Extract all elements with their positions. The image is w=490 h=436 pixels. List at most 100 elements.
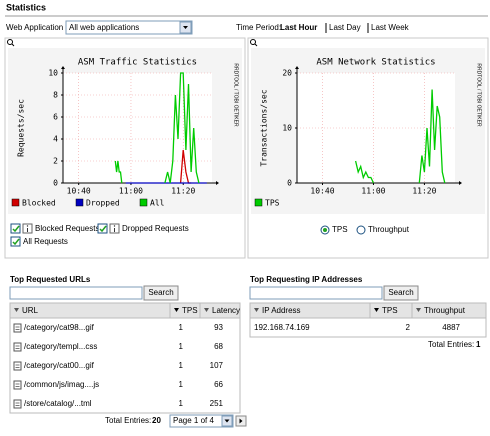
cell-number: 1 (179, 399, 184, 408)
period-link[interactable]: Last Week (371, 23, 410, 32)
legend-swatch (11, 198, 20, 207)
search-button-label[interactable]: Search (148, 288, 173, 297)
y-tick-label: 10 (48, 69, 58, 78)
series-line (114, 72, 200, 184)
radio-dot (323, 228, 327, 232)
table-title: Top Requesting IP Addresses (250, 275, 363, 284)
pager-select[interactable] (169, 414, 234, 428)
period-link[interactable]: Last Day (329, 23, 361, 32)
search-button[interactable] (383, 285, 419, 301)
row-icon (13, 380, 22, 390)
check-mark (12, 225, 20, 233)
checkbox-label[interactable]: All Requests (23, 237, 68, 246)
cell-text[interactable]: /category/cat00...gif (24, 361, 95, 370)
legend-swatch (139, 198, 148, 207)
column-header[interactable]: TPS (182, 306, 198, 315)
cell-number: 68 (214, 342, 223, 351)
radio-label[interactable]: Throughput (368, 225, 410, 234)
y-tick-label: 20 (282, 69, 292, 78)
watermark: RRDTOOL / TOBI OETIKER (233, 63, 239, 127)
sort-arrow (14, 308, 19, 312)
cell-number: 2 (406, 323, 411, 332)
checkbox-label[interactable]: Blocked Requests (35, 224, 99, 233)
table-header (249, 302, 487, 319)
cell-number: 93 (214, 323, 223, 332)
column-header[interactable]: URL (22, 306, 39, 315)
column-header[interactable]: TPS (382, 306, 398, 315)
column-header[interactable]: Latency (212, 306, 240, 315)
cell-number: 1 (179, 361, 184, 370)
sort-arrow (254, 308, 259, 312)
legend-label: All (150, 199, 165, 208)
cell-text: 192.168.74.169 (254, 323, 310, 332)
cell-number: 1 (179, 323, 184, 332)
sort-arrow (204, 308, 209, 312)
radio-label[interactable]: TPS (332, 225, 348, 234)
total-label: Total Entries: (428, 340, 474, 349)
y-tick-label: 2 (53, 157, 58, 166)
y-axis-label: Transactions/sec (260, 89, 269, 166)
pager-value[interactable]: Page 1 of 4 (173, 416, 214, 425)
column-header[interactable]: Throughput (424, 306, 466, 315)
arrow-icon (239, 418, 243, 424)
page-title: Statistics (6, 2, 46, 12)
y-tick-label: 0 (287, 179, 292, 188)
total-value: 1 (476, 340, 481, 349)
row-icon (13, 361, 22, 371)
y-tick-label: 8 (53, 91, 58, 100)
legend-swatch (75, 198, 84, 207)
checkbox[interactable] (97, 223, 108, 234)
watermark: RRDTOOL / TOBI OETIKER (476, 63, 482, 127)
table-title: Top Requested URLs (10, 275, 91, 284)
sort-arrow (374, 308, 379, 312)
info-dot (26, 225, 29, 227)
legend-label: Blocked (22, 199, 56, 208)
series-line (354, 89, 446, 184)
total-label: Total Entries: (105, 416, 151, 425)
x-tick-label: 11:20 (171, 187, 195, 196)
radio[interactable] (356, 225, 366, 235)
filter-label: Web Application (6, 23, 63, 32)
search-input[interactable] (249, 286, 383, 300)
checkbox-label[interactable]: Dropped Requests (122, 224, 189, 233)
period-link[interactable]: Last Hour (280, 23, 317, 32)
checkbox[interactable] (10, 236, 21, 247)
info-dot (113, 225, 116, 227)
zoom-icon[interactable] (250, 39, 256, 45)
sort-arrow (174, 308, 179, 312)
search-button-label[interactable]: Search (388, 288, 413, 297)
axis-arrow (216, 181, 219, 185)
row-icon (13, 342, 22, 352)
cell-text[interactable]: /category/templ...css (24, 342, 97, 351)
x-tick-label: 11:20 (412, 187, 436, 196)
period-label: Time Period: (236, 23, 281, 32)
cell-text[interactable]: /store/catalog/...tml (24, 399, 92, 408)
cell-number: 1 (179, 380, 184, 389)
select[interactable] (65, 20, 193, 35)
check-mark (99, 225, 107, 233)
cell-number: 107 (210, 361, 224, 370)
axis-arrow (61, 66, 65, 69)
select-value[interactable]: All web applications (69, 23, 139, 32)
legend-label: Dropped (86, 199, 120, 208)
cell-text[interactable]: /category/cat98...gif (24, 323, 95, 332)
table-border (9, 302, 241, 414)
arrow-icon (224, 419, 230, 423)
row-icon (13, 323, 22, 333)
cell-text[interactable]: /common/js/imag....js (24, 380, 99, 389)
x-tick-label: 10:40 (67, 187, 91, 196)
search-input[interactable] (9, 286, 143, 300)
column-header[interactable]: IP Address (262, 306, 301, 315)
legend-label: TPS (265, 199, 280, 208)
total-value: 20 (152, 416, 161, 425)
y-tick-label: 4 (53, 135, 58, 144)
checkbox[interactable] (10, 223, 21, 234)
cell-number: 251 (210, 399, 224, 408)
zoom-icon[interactable] (7, 39, 13, 45)
search-button[interactable] (143, 285, 179, 301)
row-icon (13, 399, 22, 409)
sort-arrow (416, 308, 421, 312)
axis-arrow (295, 66, 299, 69)
